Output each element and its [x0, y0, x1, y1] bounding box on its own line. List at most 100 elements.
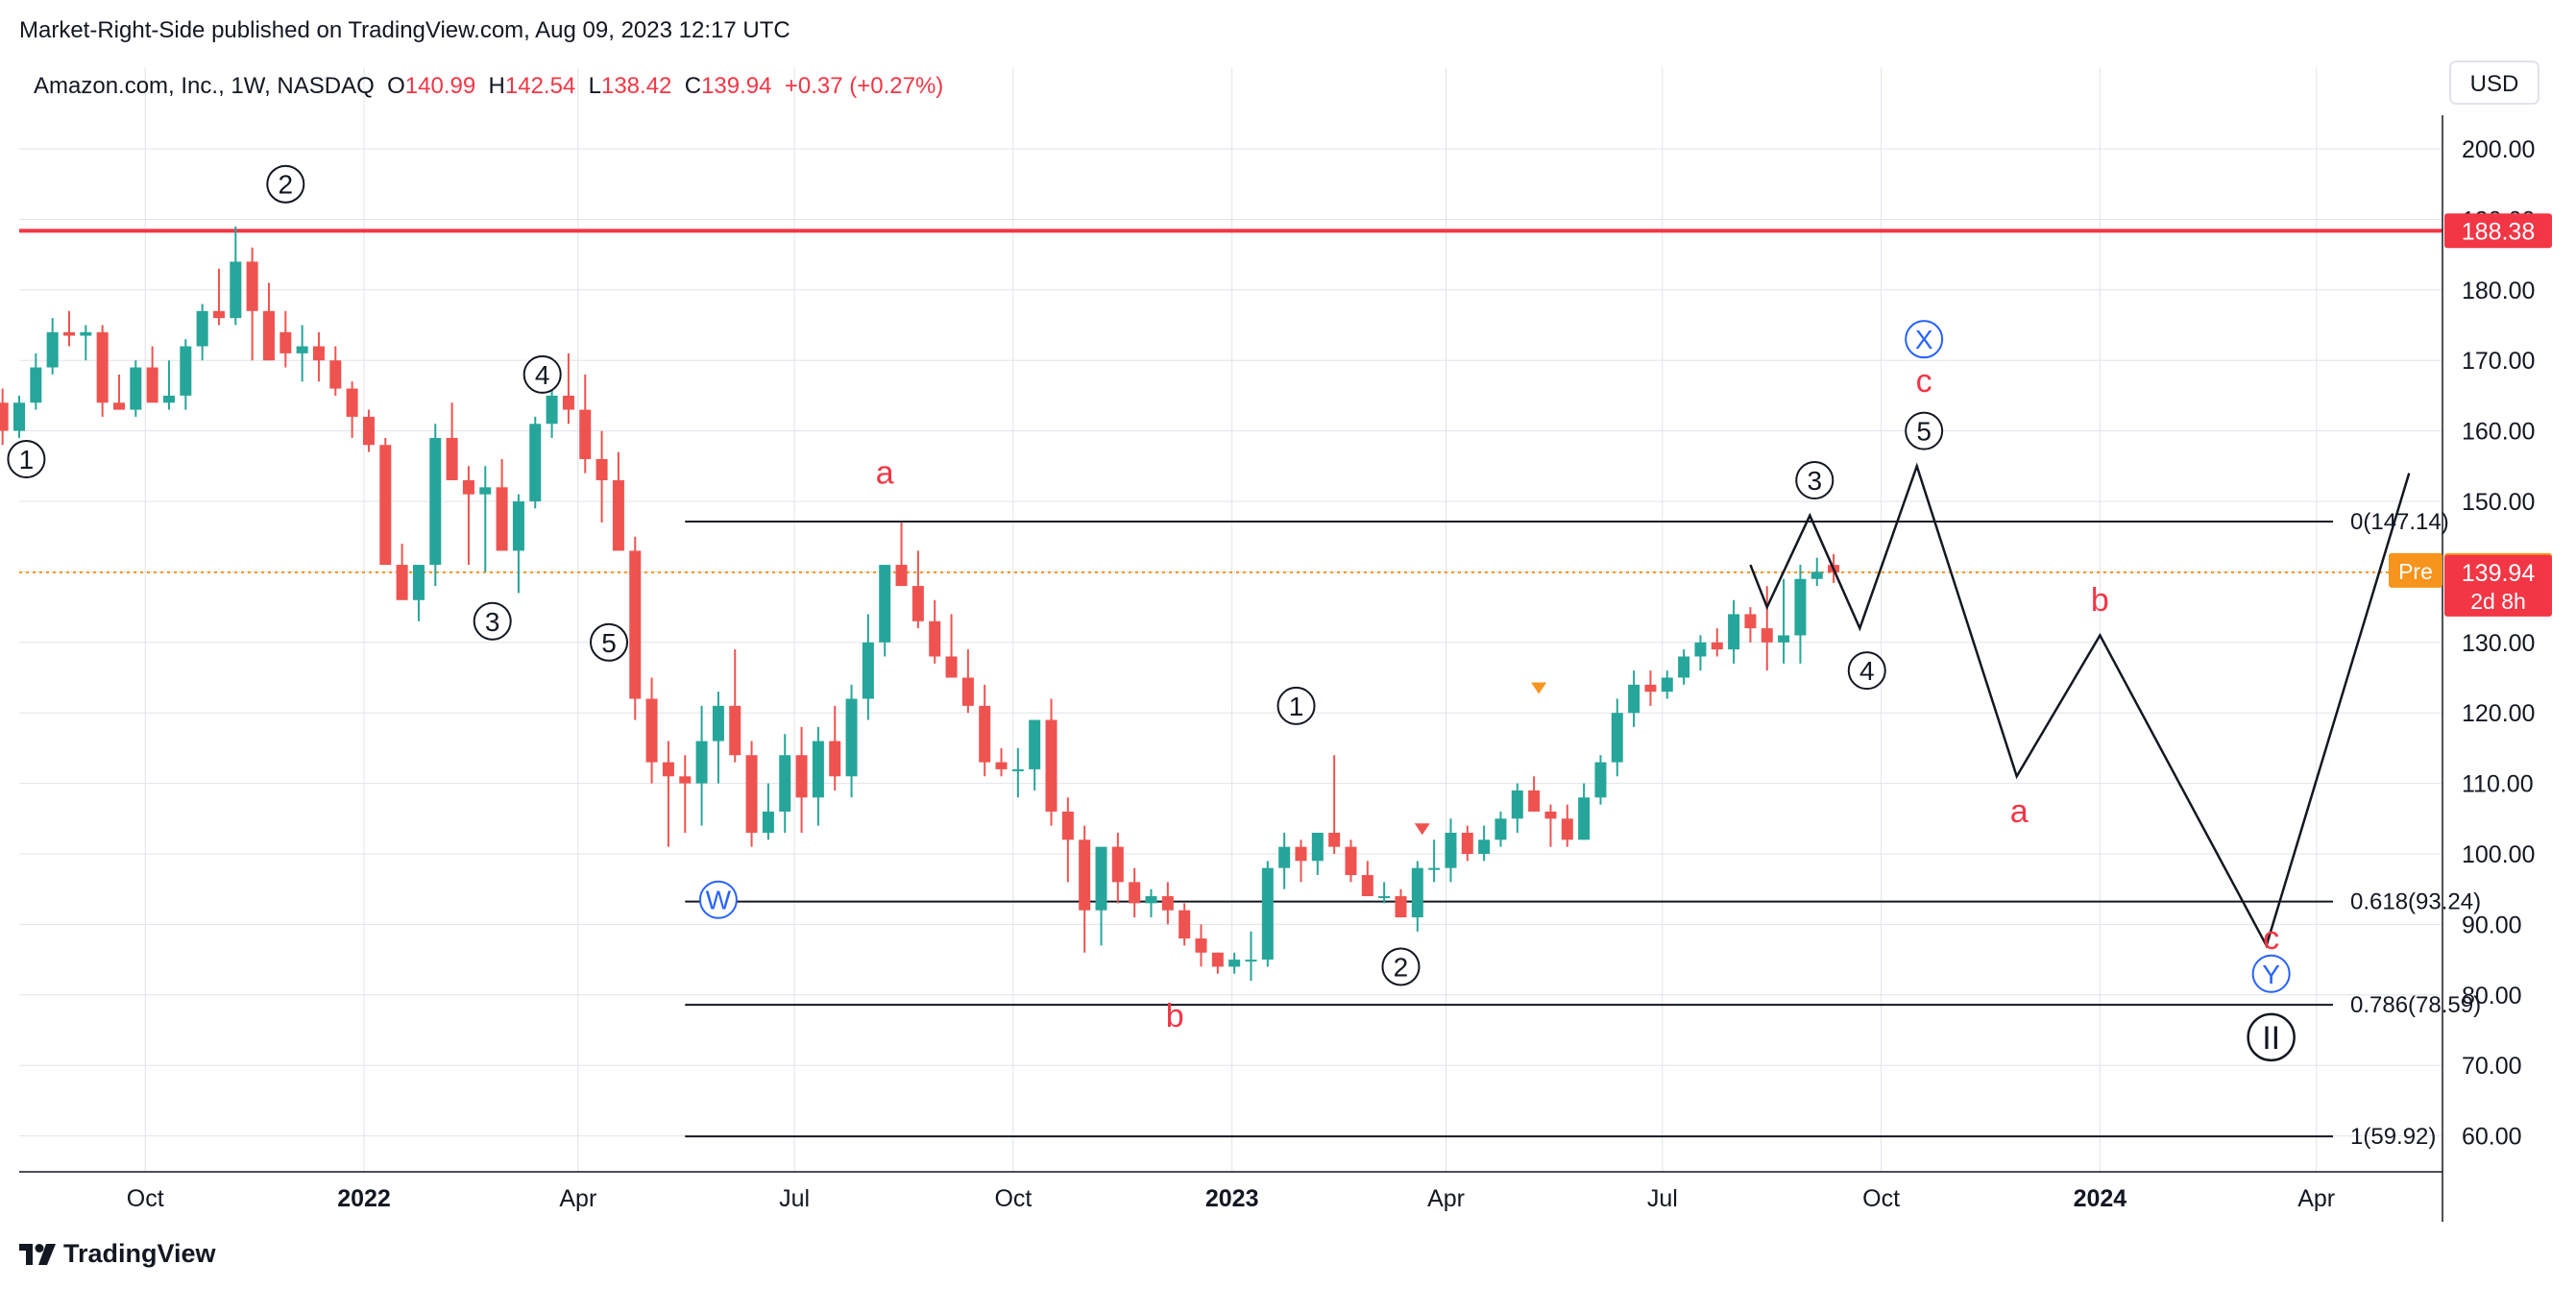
wave-label: Y	[2251, 954, 2291, 993]
x-tick-label: Apr	[1427, 1185, 1465, 1212]
candle-body	[1644, 684, 1657, 693]
legend-open: 140.99	[405, 73, 489, 99]
candle-body	[712, 705, 724, 742]
candle	[529, 416, 542, 509]
legend-change: +0.37 (+0.27%)	[785, 73, 943, 99]
y-tick-label: 120.00	[2462, 700, 2535, 727]
wave-circle	[1276, 686, 1316, 725]
wave-label: 3	[1795, 460, 1835, 499]
wave-number: 5	[601, 628, 617, 658]
candle-body	[679, 776, 692, 784]
last-price-label: 139.94	[2462, 560, 2536, 587]
candle-body	[1129, 882, 1141, 904]
wave-label: II	[2247, 1012, 2296, 1062]
candle-body	[1095, 846, 1107, 911]
candle	[1794, 565, 1807, 664]
candle	[212, 268, 225, 326]
candle-body	[1145, 896, 1157, 904]
candle	[779, 734, 791, 833]
candle-body	[30, 367, 42, 403]
candle-body	[1661, 677, 1673, 693]
pre-tag-label: Pre	[2398, 559, 2433, 584]
candle-body	[961, 677, 974, 706]
wave-label: 1	[1276, 686, 1316, 725]
candle-body	[911, 586, 924, 621]
candle-body	[1728, 614, 1740, 650]
candle	[862, 614, 874, 720]
candle-body	[496, 487, 508, 551]
candle	[446, 402, 458, 480]
wave-circle	[1381, 947, 1421, 986]
candle	[479, 466, 492, 572]
candle-body	[446, 437, 458, 480]
candle-body	[595, 458, 608, 480]
wave-number: 4	[1859, 656, 1875, 686]
candle	[1495, 811, 1507, 847]
candle	[1129, 867, 1141, 918]
candle	[1378, 882, 1391, 904]
chart-grid	[19, 67, 2442, 1172]
candle-body	[1611, 713, 1623, 763]
candle-body	[1711, 642, 1723, 650]
candle	[1478, 825, 1491, 862]
publisher-header: Market-Right-Side published on TradingVi…	[19, 17, 790, 43]
candle	[130, 360, 142, 417]
candle	[262, 282, 275, 361]
candle-body	[662, 762, 674, 777]
y-tick-label: 130.00	[2462, 630, 2535, 657]
currency-selector[interactable]: USD	[2449, 61, 2540, 105]
wave-circle	[1795, 460, 1835, 499]
candle	[1445, 818, 1457, 883]
candle	[1228, 952, 1241, 974]
wave-number: 2	[279, 170, 294, 200]
candle-body	[862, 642, 874, 699]
candle	[1511, 783, 1523, 833]
fib-label: 0(147.14)	[2350, 509, 2449, 535]
wave-letter: b	[2091, 582, 2109, 619]
candle	[180, 339, 192, 410]
candle-body	[529, 424, 542, 501]
candle-body	[329, 360, 342, 389]
wave-letter: X	[1915, 325, 1933, 354]
x-tick-label: Oct	[994, 1185, 1032, 1212]
candle	[961, 649, 974, 714]
y-tick-label: 150.00	[2462, 489, 2535, 516]
projection-line	[1749, 462, 2411, 949]
wave-label: b	[2091, 582, 2109, 619]
candle	[1145, 888, 1157, 918]
wave-label: 5	[590, 622, 629, 662]
candle	[695, 705, 708, 826]
candle-body	[1761, 628, 1773, 643]
candle-body	[1395, 896, 1407, 918]
wave-circle	[7, 439, 46, 478]
candle-body	[1211, 952, 1224, 967]
candle	[546, 388, 558, 438]
wave-circle	[1847, 651, 1886, 691]
candle-body	[645, 698, 658, 763]
wave-circle	[266, 164, 305, 204]
candle	[13, 395, 25, 438]
x-tick-label: Apr	[559, 1185, 596, 1212]
legend-high: 142.54	[505, 73, 589, 99]
x-tick-label: 2023	[1205, 1185, 1259, 1212]
wave-circle	[1905, 320, 1944, 359]
candle	[1728, 599, 1740, 664]
wave-letter: a	[2010, 793, 2029, 830]
candle-body	[1594, 762, 1607, 798]
wave-letter: c	[2263, 920, 2279, 957]
wave-label: b	[1166, 998, 1184, 1034]
resistance-tag-label: 188.38	[2462, 218, 2535, 245]
candle-body	[146, 367, 158, 403]
wave-letter: a	[876, 455, 894, 492]
wave-letter: Y	[2262, 960, 2280, 989]
wave-label: X	[1905, 320, 1944, 359]
tradingview-logo[interactable]: TradingView	[19, 1239, 216, 1269]
candle	[1211, 952, 1224, 974]
wave-label: 5	[1905, 411, 1944, 450]
candle	[1111, 832, 1124, 904]
wave-number: 3	[1807, 466, 1822, 496]
legend-close: 139.94	[701, 73, 785, 99]
x-tick-label: Jul	[1647, 1185, 1678, 1212]
